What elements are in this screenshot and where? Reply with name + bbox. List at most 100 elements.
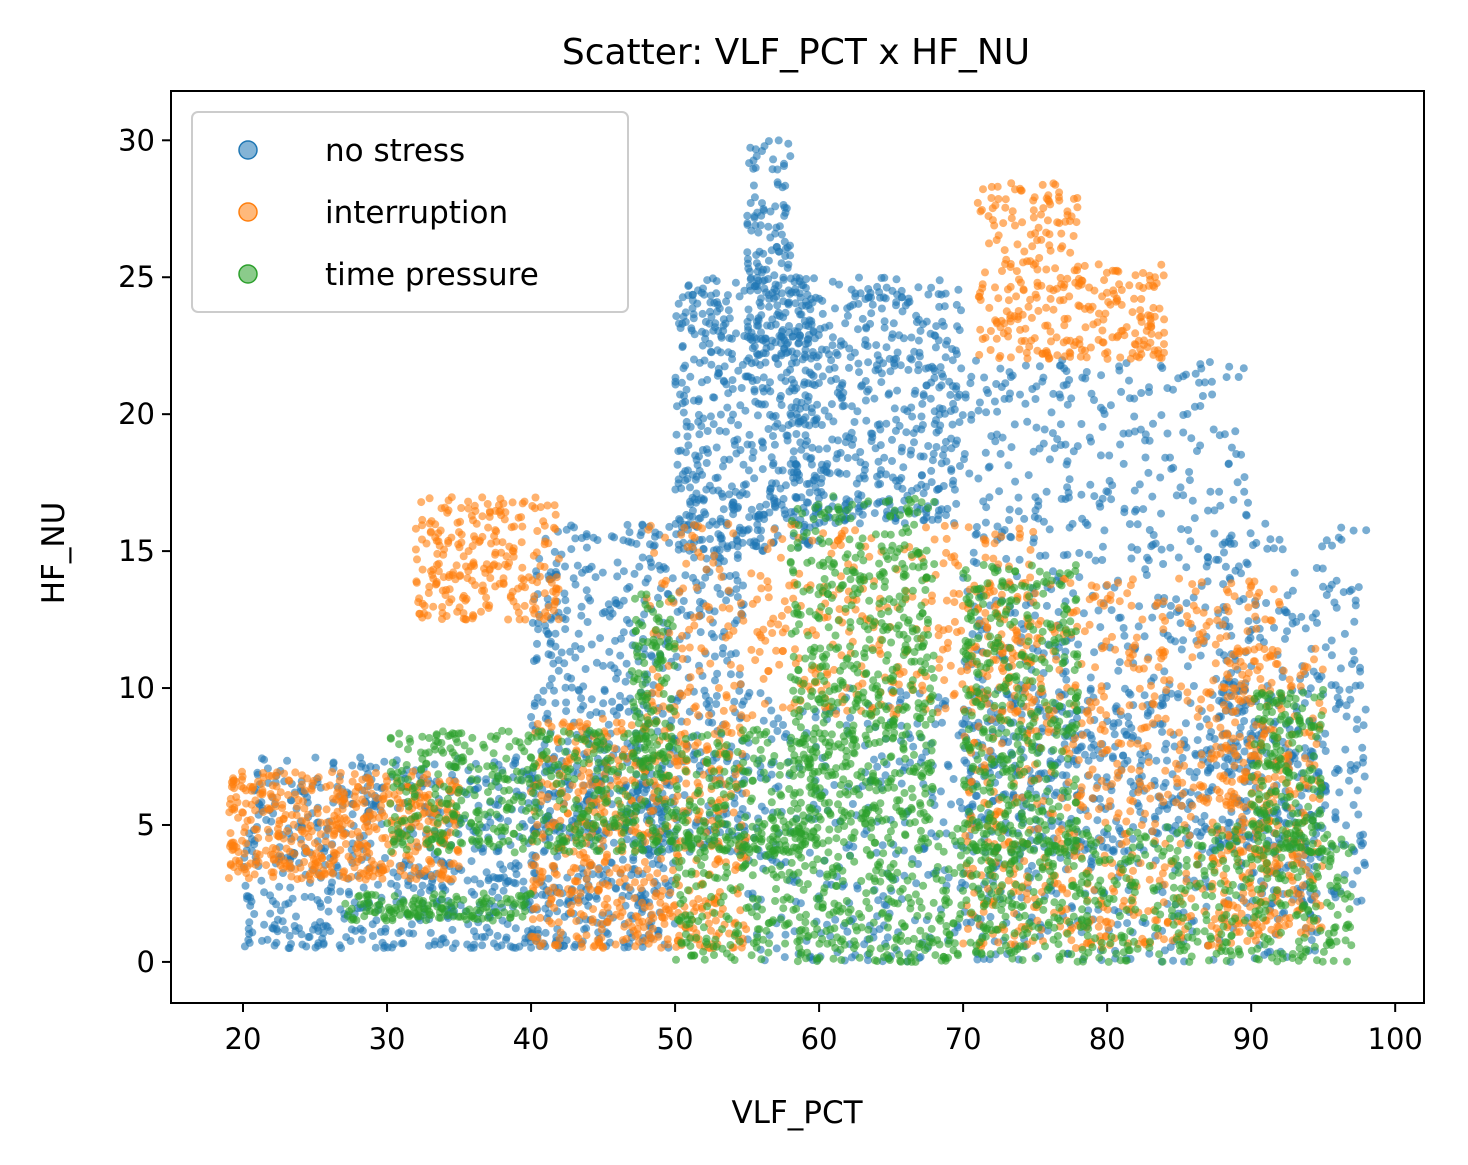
data-point [1115,824,1124,833]
data-point [957,306,965,315]
data-point [338,805,347,814]
data-point [361,764,370,773]
data-point [616,651,625,660]
data-point [1096,502,1105,511]
data-point [350,770,359,779]
data-point [803,437,812,446]
data-point [833,468,842,477]
data-point [539,686,548,695]
data-point [1246,634,1255,642]
data-point [1318,542,1327,551]
data-point [730,697,739,706]
data-point [1016,390,1024,399]
data-point [773,301,782,310]
data-point [619,567,628,576]
data-point [930,407,939,416]
data-point [291,768,300,777]
data-point [673,402,681,411]
data-point [234,867,243,876]
data-point [294,796,303,804]
data-point [612,674,621,683]
data-point [586,596,595,605]
data-point [1134,622,1143,631]
data-point [1350,617,1359,626]
data-point [1193,736,1202,745]
data-point [1014,507,1023,516]
data-point [1335,788,1344,797]
data-point [1231,566,1240,575]
data-point [854,299,863,308]
data-point [942,457,951,466]
data-point [841,438,850,447]
data-point [1210,529,1219,538]
data-point [284,944,293,953]
data-point [241,881,250,890]
data-point [284,791,293,799]
data-point [307,892,316,901]
data-point [1239,364,1248,373]
data-point [760,206,768,215]
data-point [965,469,974,478]
data-point [891,426,900,435]
data-point [641,578,650,587]
data-point [716,534,725,543]
data-point [609,707,618,716]
data-point [817,345,826,354]
data-point [1281,608,1290,617]
data-point [560,912,569,921]
data-point [234,848,243,856]
data-point [818,309,827,318]
data-point [1158,727,1167,736]
data-point [389,940,398,949]
data-point [1166,543,1175,552]
data-point [899,334,908,343]
data-point [938,718,946,727]
data-point [1360,772,1369,781]
data-point [571,580,580,589]
data-point [716,410,725,419]
data-point [877,378,886,387]
data-point [493,943,502,951]
data-point [1081,518,1090,527]
data-point [853,407,862,416]
data-point [268,897,277,905]
data-point [1234,373,1243,381]
data-point [916,326,925,335]
data-point [724,389,733,398]
data-point [394,929,403,937]
data-point [340,790,349,798]
data-point [1125,520,1134,529]
data-point [972,791,981,800]
data-point [511,924,520,933]
data-point [739,581,747,590]
data-point [708,486,717,495]
data-point [827,400,836,409]
data-point [1131,507,1139,516]
data-point [1353,786,1362,795]
data-point [706,347,715,356]
data-point [1149,673,1158,682]
data-point [1124,712,1133,721]
data-point [1357,896,1366,905]
data-point [266,804,275,813]
data-point [386,859,395,868]
data-point [240,942,249,951]
data-point [852,479,861,488]
data-point [454,862,463,871]
data-point [724,306,733,315]
data-point [1231,427,1240,436]
data-point [888,473,897,482]
data-point [922,381,931,390]
data-point [541,928,550,937]
data-point [802,301,811,310]
data-point [545,909,553,918]
data-point [892,275,901,284]
data-point [858,510,867,519]
data-point [791,299,800,308]
data-point [1166,453,1174,462]
data-point [276,906,285,915]
data-point [686,497,694,506]
data-point [1348,880,1357,889]
data-point [1200,811,1209,820]
data-point [811,420,820,429]
